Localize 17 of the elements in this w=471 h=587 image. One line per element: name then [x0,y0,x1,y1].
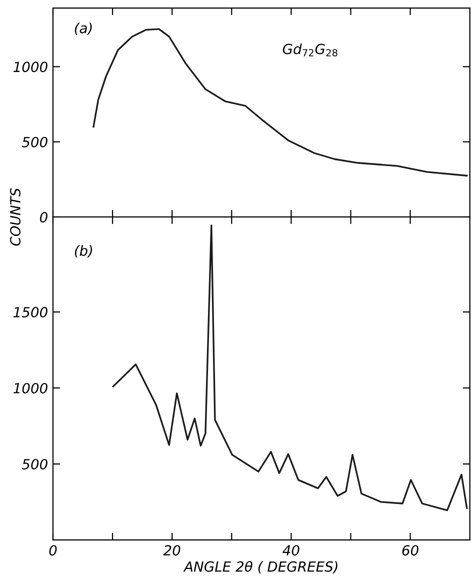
x-tick-label: 20 [163,545,180,556]
y-tick-label: 500 [22,458,48,470]
x-tick-label: 0 [49,545,57,556]
y-tick-label: 500 [22,136,48,148]
y-axis-title: COUNTS [10,188,21,246]
y-tick-label: 0 [40,212,48,222]
annotation: (b) [74,245,92,258]
y-tick-label: 1000 [13,62,48,72]
x-axis-title: ANGLE 2θ ( DEGREES) [183,560,338,574]
annotation: (a) [74,22,92,35]
line-series [112,224,468,512]
line-series [92,28,468,177]
x-tick-label: 40 [282,545,300,556]
y-tick-label: 1000 [13,382,48,394]
x-tick-label: 60 [402,545,418,556]
y-tick-label: 1500 [13,306,48,318]
annotation: Gd$_{72}$G$_{28}$ [282,43,338,56]
